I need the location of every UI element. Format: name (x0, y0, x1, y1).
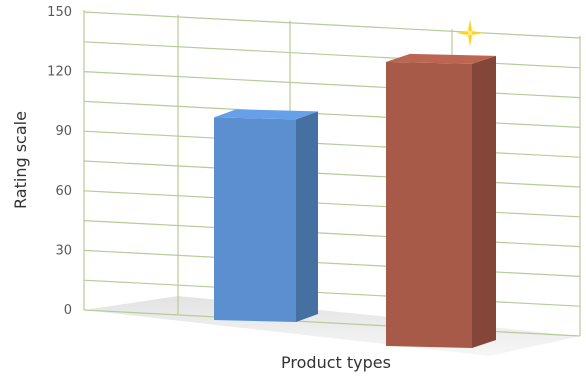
gridline-horizontal (83, 130, 581, 158)
sparkle-icon (456, 19, 484, 47)
gridline-horizontal (83, 309, 581, 337)
gridline-horizontal (83, 220, 581, 248)
gridline-horizontal (83, 100, 581, 128)
gridline-horizontal (83, 160, 581, 188)
y-tick-label: 0 (64, 303, 72, 318)
gridline-horizontal (83, 190, 581, 218)
x-axis-title: Product types (281, 353, 391, 372)
y-tick-label: 30 (55, 243, 72, 258)
gridline-horizontal (83, 41, 581, 69)
gridline-horizontal (83, 71, 581, 99)
y-tick-label: 90 (55, 124, 72, 139)
gridline-horizontal (83, 249, 581, 277)
y-tick-label: 120 (47, 65, 72, 80)
gridline-horizontal (83, 279, 581, 307)
bars (214, 19, 496, 348)
y-axis-title: Rating scale (11, 111, 30, 209)
gridlines (83, 10, 581, 337)
y-axis-ticks: 0 30 60 90 120 150 (47, 5, 72, 318)
chart-floor (84, 296, 580, 356)
y-tick-label: 150 (47, 5, 72, 20)
y-tick-label: 60 (55, 184, 72, 199)
gridline-horizontal (83, 11, 581, 39)
bar-1 (214, 109, 318, 322)
bar-2 (386, 53, 496, 348)
